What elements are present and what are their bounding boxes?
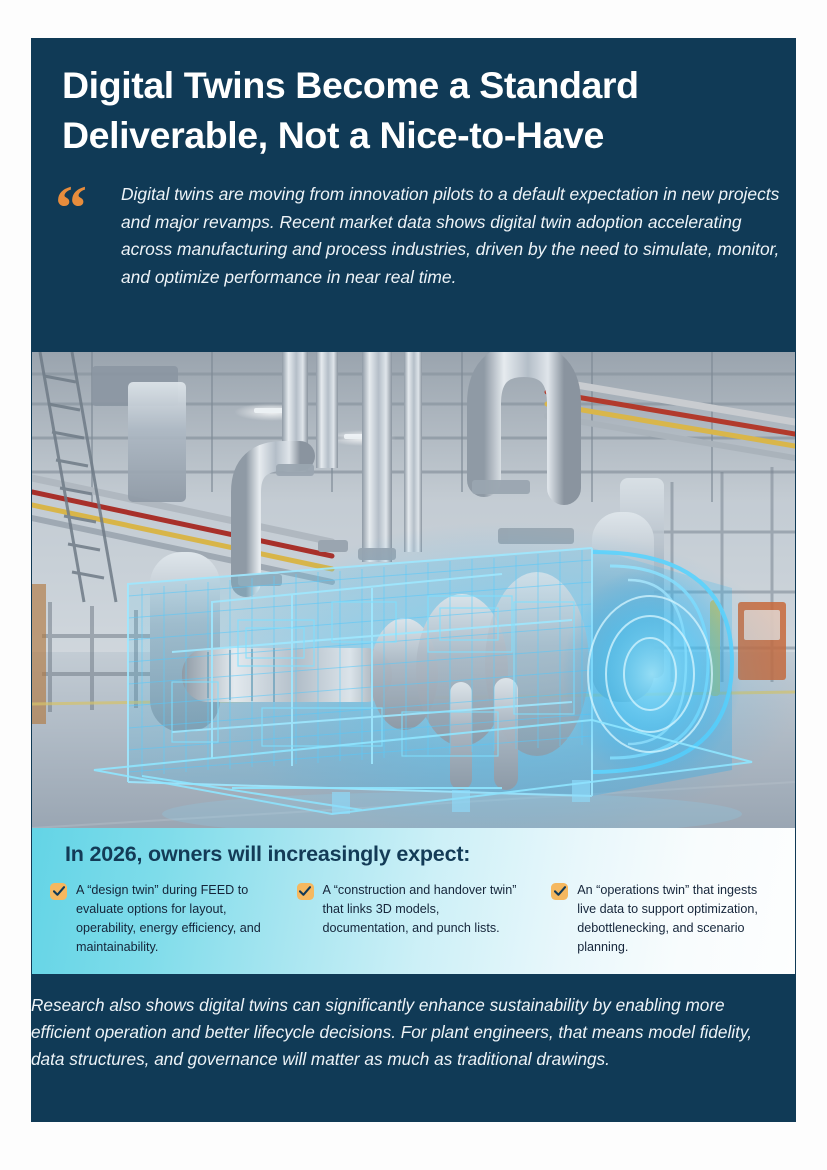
title-block: Digital Twins Become a Standard Delivera… bbox=[62, 60, 767, 161]
footer-note: Research also shows digital twins can si… bbox=[31, 992, 766, 1072]
expectations-heading: In 2026, owners will increasingly expect… bbox=[65, 842, 471, 866]
list-item: An “operations twin” that ingests live d… bbox=[535, 881, 787, 957]
expectations-list: A “design twin” during FEED to evaluate … bbox=[50, 881, 787, 957]
expectations-band: In 2026, owners will increasingly expect… bbox=[32, 828, 795, 974]
footer-note-text: Research also shows digital twins can si… bbox=[31, 995, 752, 1069]
quote-text: Digital twins are moving from innovation… bbox=[121, 184, 780, 287]
list-item: A “design twin” during FEED to evaluate … bbox=[50, 881, 297, 957]
list-item-label: A “design twin” during FEED to evaluate … bbox=[76, 883, 261, 954]
check-icon bbox=[50, 883, 67, 900]
pull-quote: “ Digital twins are moving from innovati… bbox=[55, 172, 780, 291]
list-item-label: A “construction and handover twin” that … bbox=[322, 883, 517, 935]
list-item: A “construction and handover twin” that … bbox=[296, 881, 536, 957]
digital-twin-illustration bbox=[32, 352, 795, 828]
hero-photo bbox=[32, 352, 795, 828]
page-title: Digital Twins Become a Standard Delivera… bbox=[62, 64, 639, 157]
quote-mark-icon: “ bbox=[55, 172, 87, 243]
check-icon bbox=[296, 883, 314, 900]
list-item-label: An “operations twin” that ingests live d… bbox=[577, 883, 758, 954]
check-icon bbox=[551, 883, 569, 900]
